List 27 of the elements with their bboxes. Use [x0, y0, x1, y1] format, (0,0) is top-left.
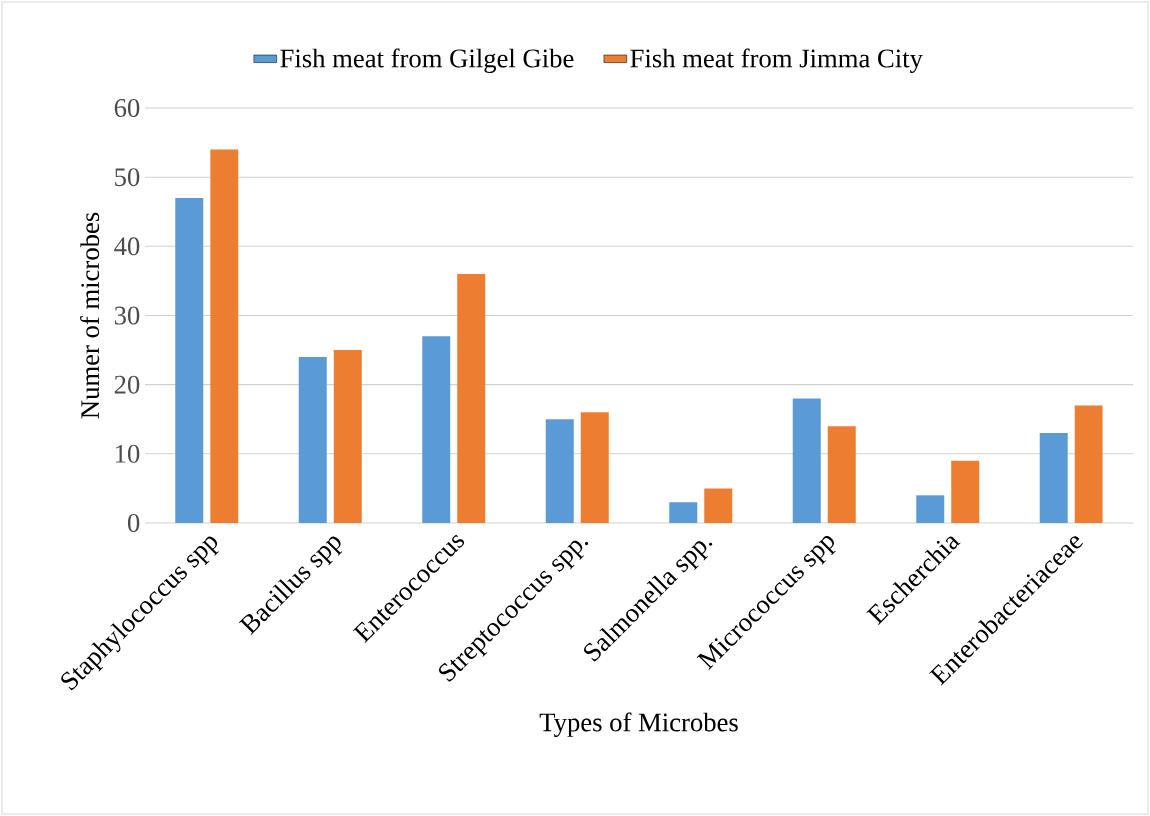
- y-axis-title: Numer of microbes: [80, 212, 100, 419]
- y-tick-label: 50: [115, 168, 140, 187]
- bar: [333, 350, 362, 523]
- y-tick-label: 10: [115, 444, 140, 463]
- bar: [580, 412, 609, 523]
- legend-label: Fish meat from Gilgel Gibe: [280, 48, 574, 73]
- bar: [298, 356, 327, 523]
- y-tick-label: 0: [127, 513, 140, 532]
- bar: [1039, 433, 1068, 523]
- bar: [1074, 405, 1103, 523]
- x-axis-title: Types of Microbes: [539, 712, 738, 737]
- y-tick-label: 40: [114, 237, 140, 256]
- bar: [457, 273, 486, 523]
- bar: [175, 197, 204, 523]
- bar: [422, 336, 451, 523]
- y-tick-label: 20: [114, 375, 140, 394]
- bar: [916, 495, 945, 523]
- y-tick-label: 30: [114, 306, 140, 325]
- bar: [792, 398, 821, 523]
- bar: [827, 426, 856, 523]
- legend-label: Fish meat from Jimma City: [630, 48, 923, 73]
- y-tick-label: 60: [114, 99, 140, 117]
- bar: [951, 460, 980, 523]
- bar: [704, 488, 733, 523]
- bar: [210, 149, 239, 523]
- bar: [669, 502, 698, 523]
- bar: [545, 419, 574, 523]
